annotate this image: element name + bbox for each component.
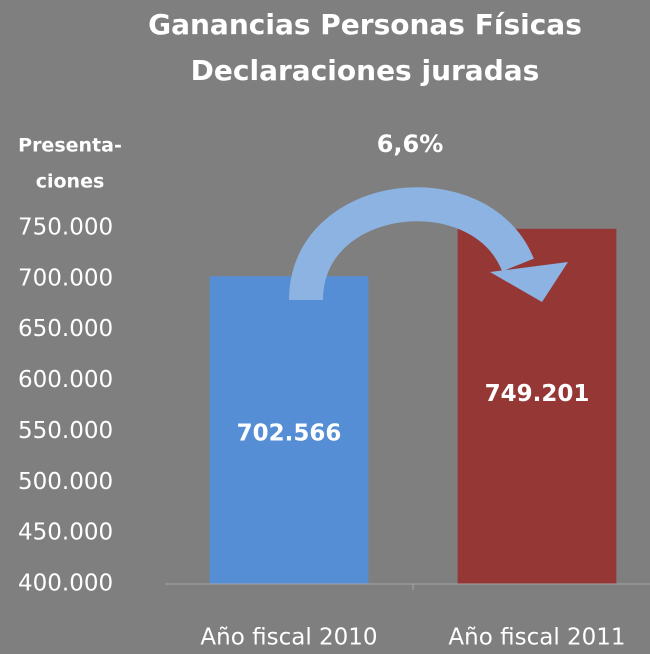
y-tick-label: 600.000: [18, 367, 113, 393]
y-axis-label: Presenta-: [18, 135, 122, 157]
y-axis-label: ciones: [36, 171, 105, 193]
x-tick-label: Año fiscal 2011: [448, 625, 625, 651]
chart-title: Declaraciones juradas: [191, 54, 540, 87]
x-tick-label: Año fiscal 2010: [200, 625, 377, 651]
value-label: 749.201: [485, 381, 590, 407]
y-tick-label: 400.000: [18, 571, 113, 597]
growth-arrow: [289, 187, 534, 302]
annotation: 6,6%: [377, 130, 444, 158]
value-label: 702.566: [237, 421, 342, 447]
growth-arrowhead: [490, 262, 568, 302]
bar: [209, 276, 369, 584]
y-tick-label: 650.000: [18, 316, 113, 342]
y-tick-label: 550.000: [18, 418, 113, 444]
chart-title: Ganancias Personas Físicas: [148, 8, 582, 41]
y-tick-label: 750.000: [18, 215, 113, 241]
y-tick-label: 450.000: [18, 520, 113, 546]
y-tick-label: 500.000: [18, 469, 113, 495]
y-tick-label: 700.000: [18, 265, 113, 291]
